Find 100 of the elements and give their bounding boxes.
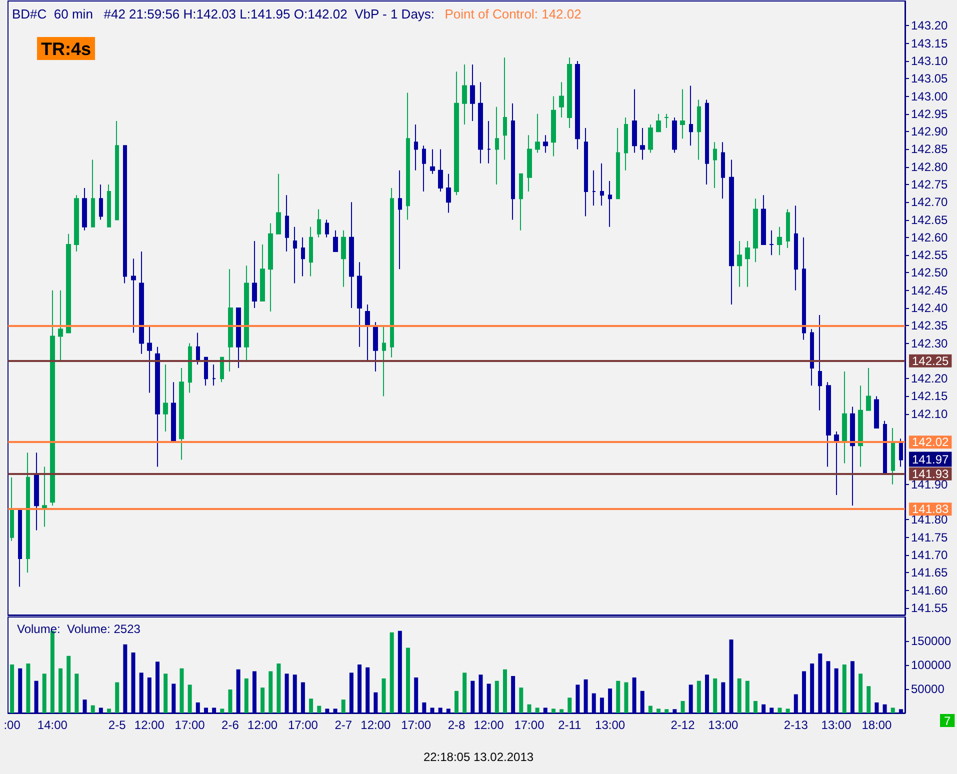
candlestick [745,240,750,288]
bar [422,702,426,713]
x-tick-label: 12:00 [134,718,165,732]
candlestick [220,356,224,383]
candlestick [163,364,168,432]
candlestick [834,431,839,496]
bar [212,708,216,713]
candlestick [66,233,71,334]
bar [180,668,184,713]
candlestick [26,452,30,574]
y-tick-label: 100000 [911,658,952,672]
candlestick [438,148,443,192]
candlestick [535,113,540,154]
bar [882,704,887,713]
y-tick-label: 143.20 [911,18,948,33]
candlestick [850,406,855,506]
bar [778,708,782,713]
candlestick [527,134,532,192]
candlestick [648,124,653,154]
y-tick-label: 142.75 [911,177,948,192]
candlestick [624,116,628,171]
x-tick-label: 2-12 [670,718,696,732]
candlestick [543,134,548,154]
bar [82,700,87,713]
candlestick [826,382,831,468]
candlestick [519,173,523,231]
bar [115,682,120,713]
candlestick [575,60,580,150]
candlestick [632,88,637,154]
bar [333,708,338,713]
candlestick [858,385,863,468]
bar [414,677,418,713]
y-tick-label: 143.10 [911,54,948,68]
bar [713,678,718,713]
candlestick [236,308,241,368]
candlestick [285,194,289,252]
candlestick [729,159,734,305]
x-tick-label: 12:00 [248,718,278,732]
bar [494,680,499,713]
candlestick [640,128,645,160]
chart-title: BD#C 60 min #42 21:59:56 H:142.03 L:141.95 O:142.02 VbP - 1 Days: [12,6,435,22]
bar [42,674,46,713]
bar [107,708,112,713]
bar [147,677,152,713]
bar [608,688,612,713]
x-tick-label: 13:00 [595,718,626,732]
candlestick [551,96,556,157]
bar [680,701,685,713]
candlestick [567,56,572,129]
bar [188,684,192,713]
candlestick [341,230,346,288]
candlestick [430,148,435,174]
bar [794,694,798,713]
candlestick [866,367,871,411]
candlestick [74,194,79,252]
candlestick [559,82,564,118]
bar [156,662,160,713]
y-tick-label: 142.15 [911,389,948,404]
candlestick [131,258,136,334]
bar [309,698,314,713]
candlestick [252,240,257,308]
candlestick [18,508,22,588]
bar [252,671,256,713]
candlestick [212,364,216,386]
candlestick [616,128,620,200]
bar [818,653,822,713]
candlestick [672,116,677,154]
candlestick [317,208,321,238]
y-tick-label: 142.40 [911,301,948,315]
candlestick [82,188,87,231]
candlestick [390,188,394,358]
bar [616,680,620,713]
bar [260,688,265,713]
bar [600,698,604,713]
bar [688,684,693,713]
bar [502,669,507,713]
bar [632,677,636,713]
x-tick-label: 14:00 [37,718,68,732]
candlestick [42,466,47,528]
candlestick [34,452,39,531]
candlestick [260,244,265,302]
y-tick-label: 142.60 [911,230,948,244]
bar [382,678,386,713]
candlestick [511,102,515,220]
bar [527,704,532,713]
bar [826,661,830,713]
bar [244,678,248,713]
y-tick-label: 142.45 [911,283,948,298]
candlestick [470,64,475,122]
x-tick-label: 18:00 [862,718,892,732]
candlestick [179,367,184,460]
x-tick-label: 2-7 [334,718,352,732]
candlestick [584,128,588,217]
bar [592,693,596,713]
candlestick [171,382,176,443]
bar [810,664,814,713]
bar [454,690,458,713]
candlestick [761,194,766,245]
candlestick [478,82,483,164]
bar [325,708,330,713]
